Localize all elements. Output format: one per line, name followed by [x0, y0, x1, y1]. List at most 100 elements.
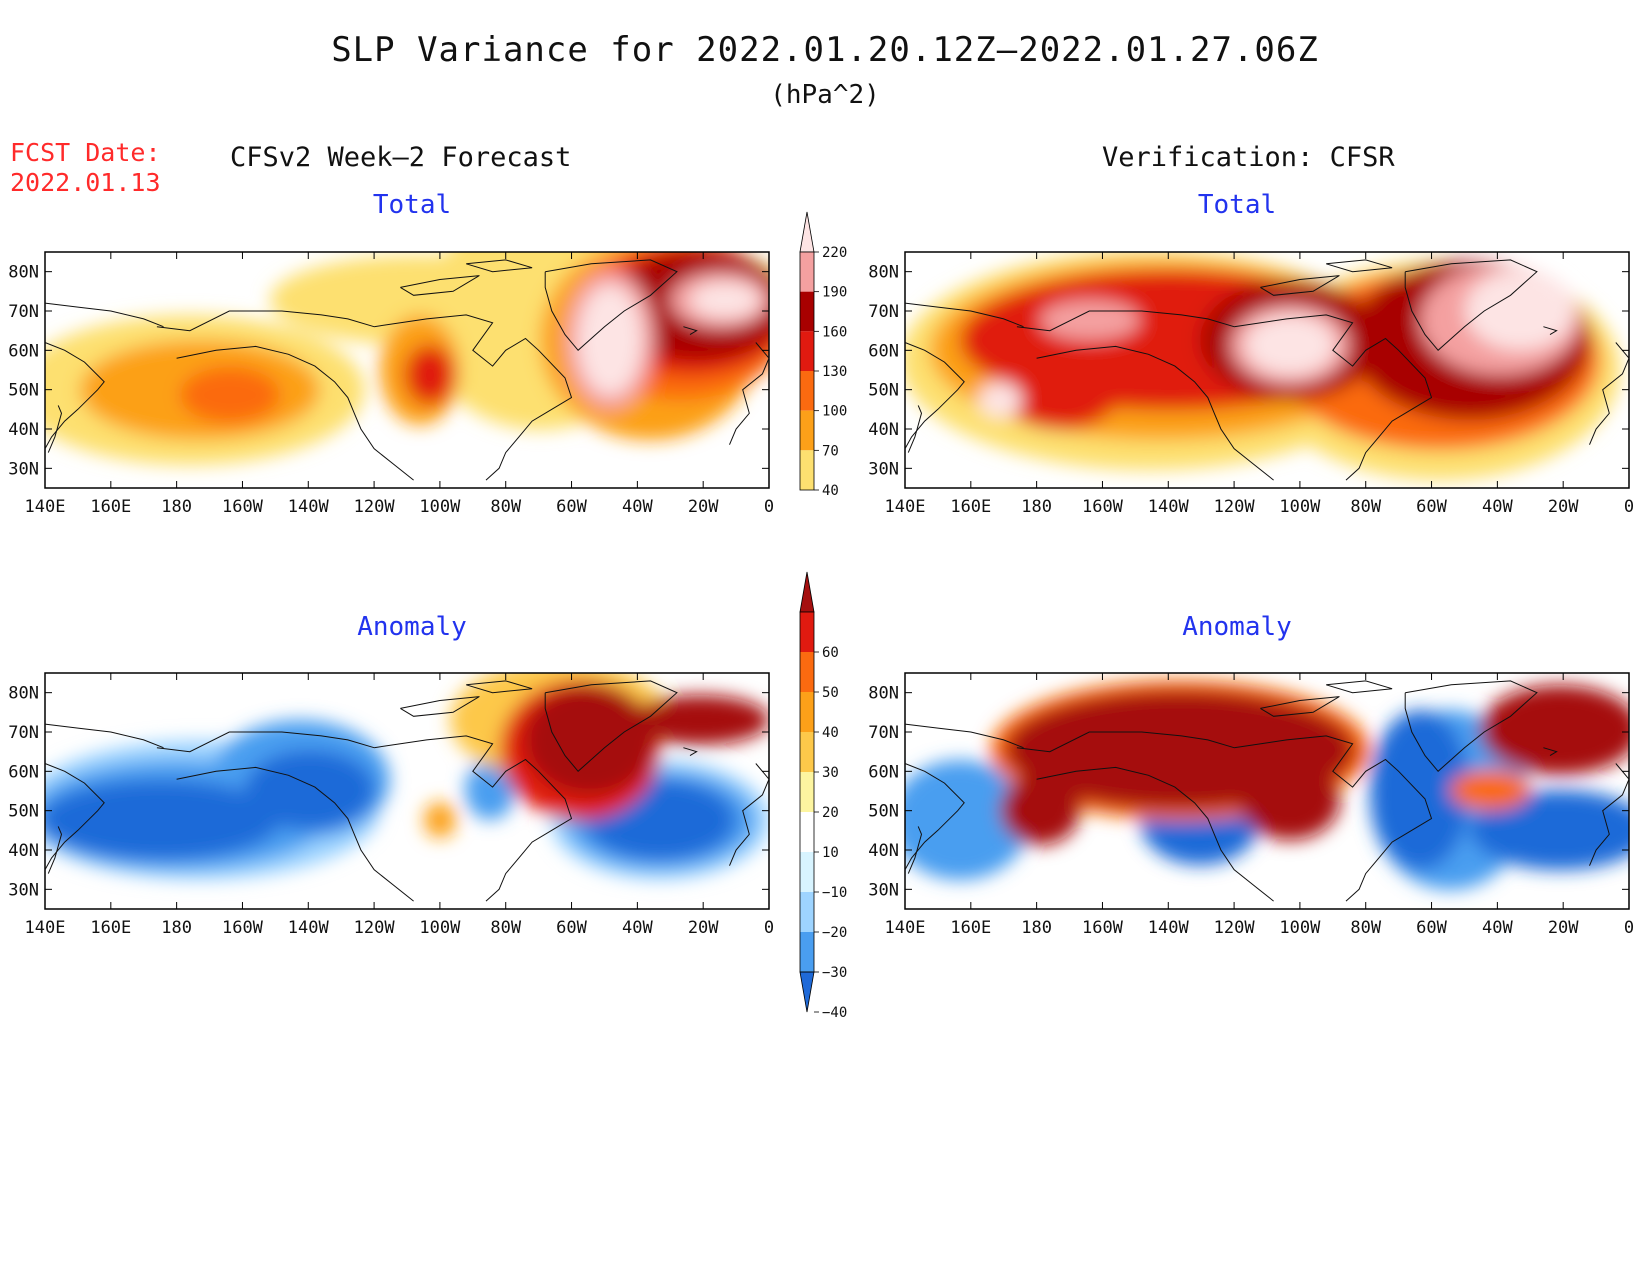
colorbar-label: 30 [822, 765, 839, 781]
forecast-date-label: FCST Date: 2022.01.13 [10, 138, 161, 198]
lat-tick-label: 30N [8, 880, 39, 900]
colorbar-label: 40 [822, 725, 839, 741]
lon-tick-label: 60W [556, 497, 587, 517]
colorbar-segment [800, 652, 814, 692]
chart-title: SLP Variance for 2022.01.20.12Z—2022.01.… [331, 30, 1319, 70]
coastline [1260, 275, 1340, 296]
forecast-date-caption: FCST Date: [10, 138, 161, 167]
lon-tick-label: 80W [490, 918, 521, 938]
coastline [466, 259, 533, 273]
coastlines-forecast-anomaly [44, 680, 770, 902]
coastline [907, 405, 923, 453]
lon-tick-label: 180 [1021, 918, 1052, 938]
panel-title-verification-total: Total [1197, 190, 1277, 220]
lon-tick-label: 160W [1082, 918, 1124, 938]
colorbar-segment [800, 331, 814, 371]
lon-tick-label: 160W [1082, 497, 1124, 517]
lon-tick-label: 160E [90, 918, 131, 938]
axes-forecast-total: 80N 70N 60N 50N 40N 30N 140E 160E 180 160W 140W 120… [8, 252, 774, 517]
units-subtitle: (hPa^2) [770, 80, 880, 110]
panel-title-forecast-anomaly: Anomaly [357, 612, 467, 642]
coastlines-verification-anomaly [904, 680, 1630, 902]
forecast-anomaly-field [45, 673, 769, 909]
lon-tick-label: 0 [1624, 918, 1634, 938]
lon-tick-label: 120W [1214, 918, 1256, 938]
lat-tick-label: 70N [8, 302, 39, 322]
forecast-column-header: CFSv2 Week—2 Forecast [230, 142, 572, 173]
lat-tick-label: 70N [8, 723, 39, 743]
lat-tick-label: 80N [868, 684, 899, 704]
colorbar-outline [799, 611, 815, 973]
colorbar-label: −30 [822, 965, 847, 981]
lon-tick-label: 100W [1279, 918, 1321, 938]
lat-tick-label: 40N [868, 420, 899, 440]
lat-tick-label: 50N [8, 802, 39, 822]
coastline [156, 310, 375, 332]
coastline [729, 763, 770, 866]
coastline [176, 345, 414, 481]
lon-tick-label: 140W [1148, 918, 1190, 938]
lon-tick-label: 20W [1548, 497, 1579, 517]
lat-tick-label: 60N [8, 341, 39, 361]
lon-tick-label: 20W [688, 918, 719, 938]
colorbar-label: −10 [822, 885, 847, 901]
lon-tick-label: 160W [222, 918, 264, 938]
colorbar-label: 220 [822, 245, 847, 261]
lon-tick-label: 180 [161, 918, 192, 938]
colorbar-segment [800, 450, 814, 490]
lon-tick-label: 80W [490, 497, 521, 517]
lon-tick-label: 60W [1416, 918, 1447, 938]
lon-tick-label: 120W [354, 497, 396, 517]
coastline [544, 259, 678, 352]
lon-tick-label: 40W [622, 918, 653, 938]
lon-tick-label: 100W [1279, 497, 1321, 517]
lon-tick-label: 160E [950, 918, 991, 938]
verification-column-header: Verification: CFSR [1102, 142, 1395, 173]
lon-tick-label: 0 [1624, 497, 1634, 517]
colorbar-label: 10 [822, 845, 839, 861]
colorbar-bottom-tip [799, 971, 815, 1013]
lat-tick-label: 70N [868, 723, 899, 743]
total-colorbar: 220 190 160 130 100 70 40 [799, 211, 847, 499]
lon-tick-label: 160W [222, 497, 264, 517]
lat-tick-label: 80N [868, 263, 899, 283]
colorbar-segment [800, 371, 814, 411]
lat-tick-label: 80N [8, 263, 39, 283]
colorbar-segment [800, 932, 814, 972]
coastline [1016, 310, 1235, 332]
colorbar-label: 70 [822, 443, 839, 459]
lon-tick-label: 20W [1548, 918, 1579, 938]
verification-anomaly-field [905, 673, 1629, 909]
coastline [1234, 735, 1433, 902]
lat-tick-label: 50N [868, 802, 899, 822]
lon-tick-label: 140W [1148, 497, 1190, 517]
coastline [729, 342, 770, 445]
coastline [683, 326, 698, 336]
lon-tick-label: 160E [90, 497, 131, 517]
colorbar-segment [800, 812, 814, 852]
coastline [683, 747, 698, 757]
colorbar-segment [800, 852, 814, 892]
colorbar-segment [800, 692, 814, 732]
lat-tick-label: 80N [8, 684, 39, 704]
coastline [176, 766, 414, 902]
coastline [907, 826, 923, 874]
coastline [544, 680, 678, 773]
lat-tick-label: 60N [8, 762, 39, 782]
coastline [1589, 342, 1630, 445]
colorbar-top-tip [799, 571, 815, 613]
lon-tick-label: 40W [622, 497, 653, 517]
colorbar-segment [800, 252, 814, 292]
colorbar-label: 100 [822, 404, 847, 420]
colorbar-label: 60 [822, 645, 839, 661]
lon-tick-label: 180 [161, 497, 192, 517]
lon-tick-label: 140E [25, 918, 66, 938]
lon-tick-label: 140W [288, 497, 330, 517]
verification-total-frame [904, 251, 1630, 489]
coastline [1036, 345, 1274, 481]
colorbar-label: 50 [822, 685, 839, 701]
coastline [374, 735, 573, 902]
lat-tick-label: 40N [8, 841, 39, 861]
lat-tick-label: 30N [868, 459, 899, 479]
